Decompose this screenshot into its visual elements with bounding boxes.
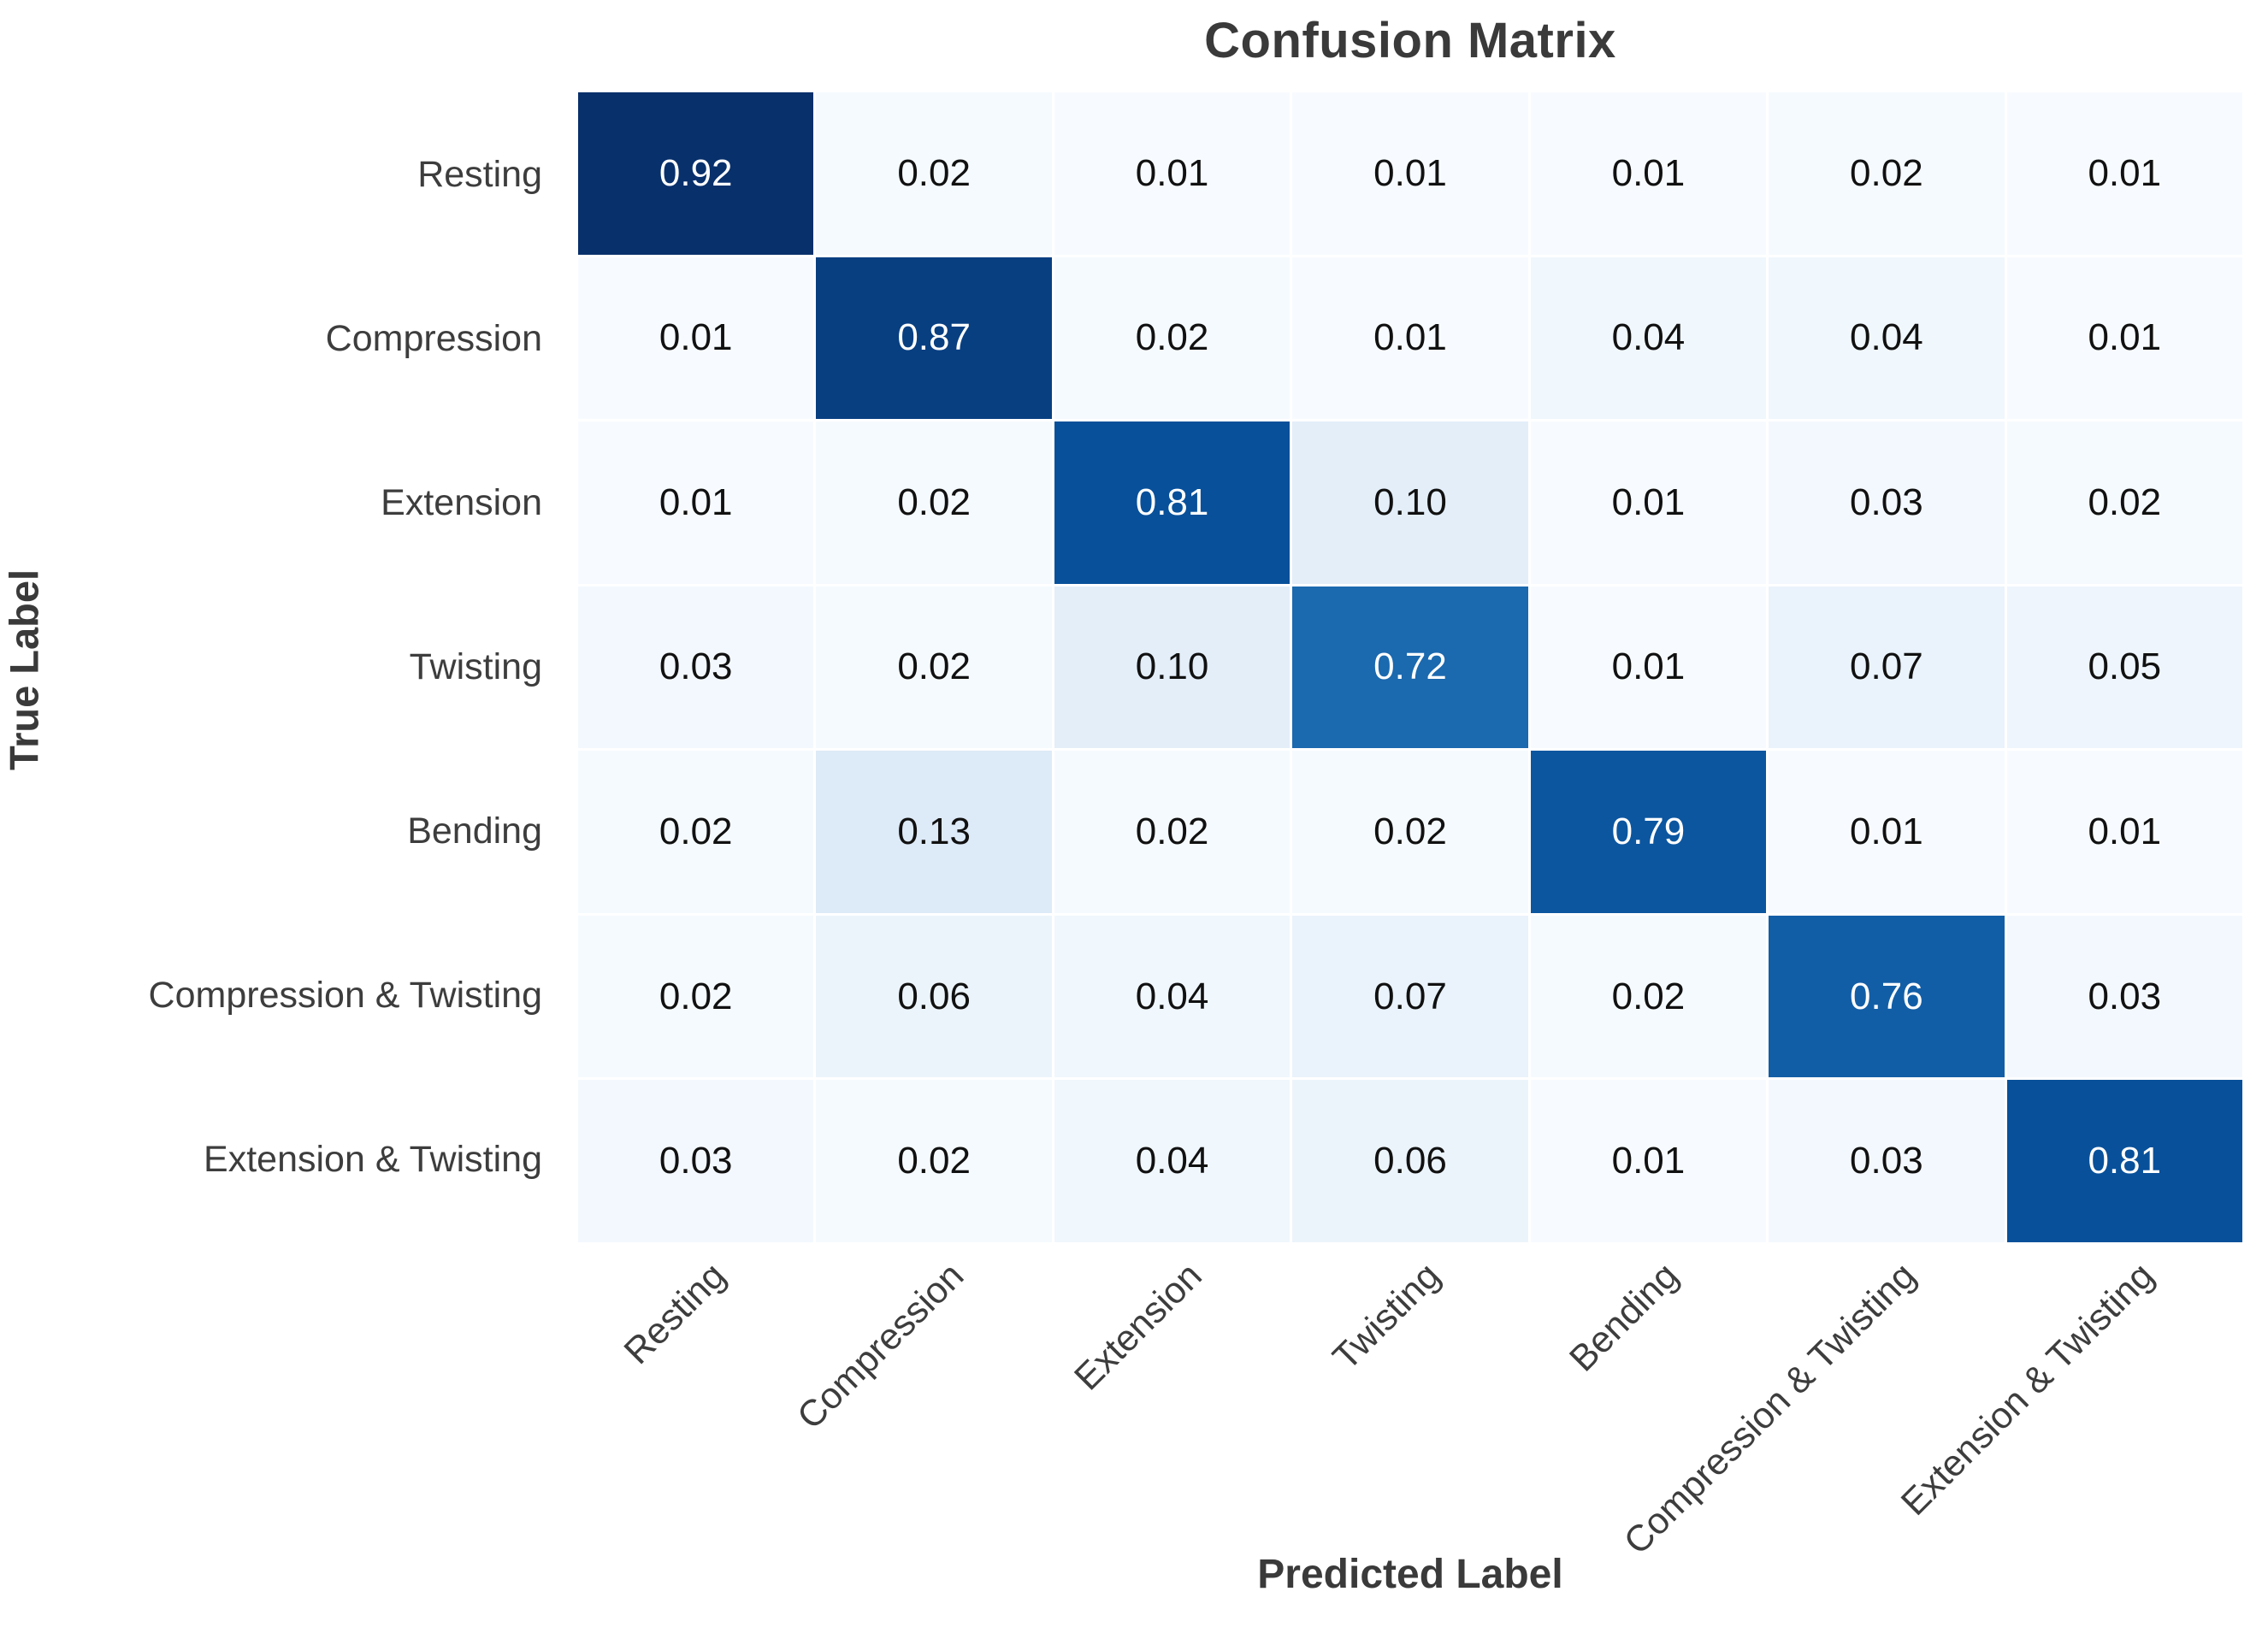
matrix-cell-r2-c6: 0.02 [2006,421,2242,584]
matrix-cell-r4-c3: 0.02 [1292,751,1528,913]
matrix-cell-r3-c6: 0.05 [2006,586,2242,749]
matrix-cell-r3-c3: 0.72 [1292,586,1528,749]
x-tick-label-4: Bending [1561,1255,1686,1380]
matrix-cell-r0-c0: 0.92 [578,92,814,255]
matrix-cell-r0-c5: 0.02 [1769,92,2005,255]
y-tick-label-5: Compression & Twisting [148,975,542,1017]
matrix-cell-r6-c4: 0.01 [1530,1080,1767,1242]
x-axis-label: Predicted Label [1257,1552,1563,1597]
matrix-cell-r4-c6: 0.01 [2006,751,2242,913]
y-axis-tick-labels: Resting Compression Extension Twisting Bendi… [0,92,561,1242]
matrix-cell-r3-c0: 0.03 [578,586,814,749]
matrix-cell-r6-c3: 0.06 [1292,1080,1528,1242]
matrix-cell-r1-c6: 0.01 [2006,256,2242,420]
matrix-cell-r6-c1: 0.02 [816,1080,1052,1242]
matrix-cell-r6-c2: 0.04 [1054,1080,1291,1242]
y-tick-label-0: Resting [417,153,542,195]
matrix-cell-r2-c5: 0.03 [1769,421,2005,584]
matrix-cell-r1-c5: 0.04 [1769,256,2005,420]
y-tick-label-6: Extension & Twisting [204,1139,542,1181]
matrix-cell-r1-c3: 0.01 [1292,256,1528,420]
matrix-cell-r5-c3: 0.07 [1292,915,1528,1078]
matrix-cell-r5-c1: 0.06 [816,915,1052,1078]
chart-title: Confusion Matrix [1204,13,1616,68]
matrix-cell-r5-c6: 0.03 [2006,915,2242,1078]
matrix-cell-r6-c5: 0.03 [1769,1080,2005,1242]
matrix-cell-r2-c1: 0.02 [816,421,1052,584]
matrix-cell-r3-c4: 0.01 [1530,586,1767,749]
matrix-cell-r5-c0: 0.02 [578,915,814,1078]
x-tick-label-0: Resting [616,1255,734,1373]
matrix-cell-r6-c6: 0.81 [2006,1080,2242,1242]
matrix-cell-r3-c2: 0.10 [1054,586,1291,749]
matrix-cell-r0-c1: 0.02 [816,92,1052,255]
matrix-cell-r1-c0: 0.01 [578,256,814,420]
y-tick-label-3: Twisting [409,645,542,687]
matrix-cell-r0-c4: 0.01 [1530,92,1767,255]
matrix-cell-r2-c0: 0.01 [578,421,814,584]
x-tick-label-1: Compression [789,1255,972,1438]
matrix-cell-r4-c4: 0.79 [1530,751,1767,913]
matrix-cell-r4-c2: 0.02 [1054,751,1291,913]
matrix-cell-r5-c4: 0.02 [1530,915,1767,1078]
matrix-cell-r1-c2: 0.02 [1054,256,1291,420]
matrix-cell-r2-c2: 0.81 [1054,421,1291,584]
matrix-cell-r2-c3: 0.10 [1292,421,1528,584]
matrix-cell-r6-c0: 0.03 [578,1080,814,1242]
matrix-cell-r5-c2: 0.04 [1054,915,1291,1078]
matrix-cell-r4-c1: 0.13 [816,751,1052,913]
y-tick-label-1: Compression [325,317,542,359]
x-tick-label-3: Twisting [1325,1255,1448,1378]
y-tick-label-4: Bending [407,811,542,852]
matrix-cell-r4-c0: 0.02 [578,751,814,913]
matrix-cell-r4-c5: 0.01 [1769,751,2005,913]
heatmap-grid: 0.92 0.02 0.01 0.01 0.01 0.02 0.01 0.01 0.87 0.02… [578,92,2242,1242]
matrix-cell-r5-c5: 0.76 [1769,915,2005,1078]
matrix-cell-r0-c3: 0.01 [1292,92,1528,255]
x-tick-label-2: Extension [1066,1255,1210,1399]
matrix-cell-r2-c4: 0.01 [1530,421,1767,584]
matrix-cell-r0-c6: 0.01 [2006,92,2242,255]
y-tick-label-2: Extension [381,481,542,523]
matrix-cell-r3-c1: 0.02 [816,586,1052,749]
matrix-cell-r1-c4: 0.04 [1530,256,1767,420]
matrix-cell-r0-c2: 0.01 [1054,92,1291,255]
matrix-cell-r3-c5: 0.07 [1769,586,2005,749]
matrix-cell-r1-c1: 0.87 [816,256,1052,420]
x-tick-label-6: Extension & Twisting [1893,1255,2163,1524]
